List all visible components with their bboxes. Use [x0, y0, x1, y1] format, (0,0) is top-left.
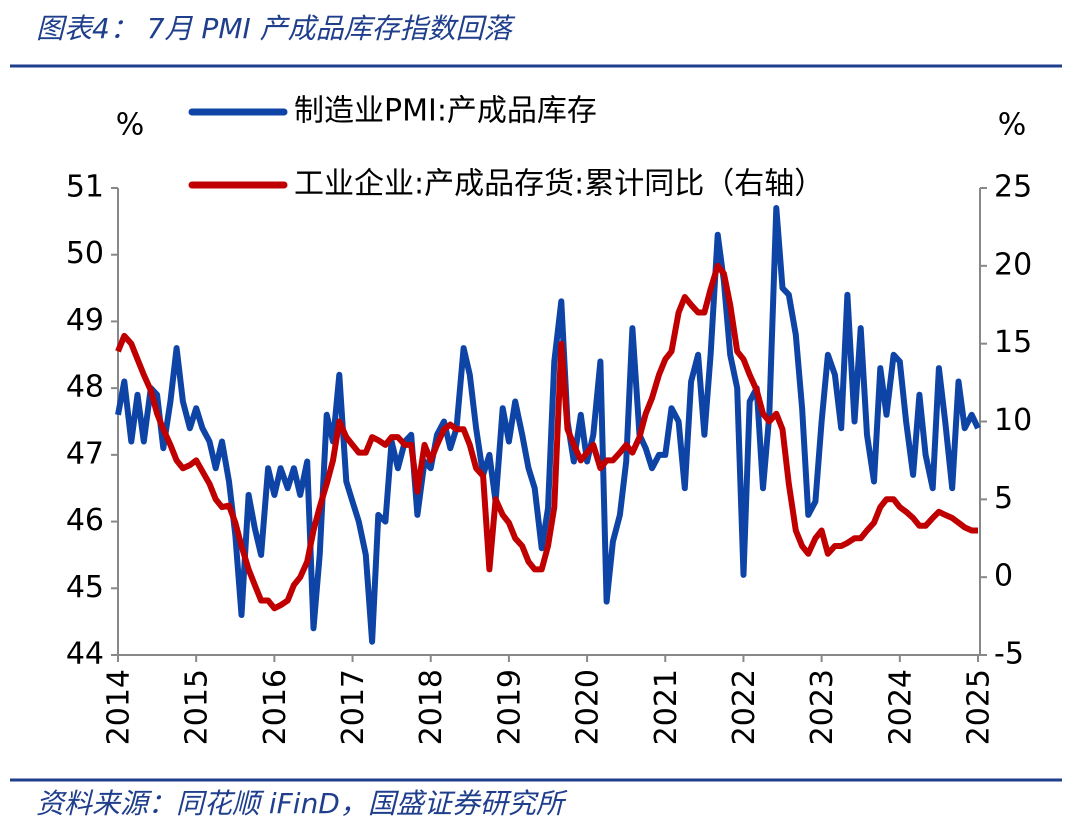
y2-tick-label: 10: [994, 403, 1032, 438]
x-tick-label: 2014: [102, 669, 137, 745]
series-line: [115, 205, 981, 645]
y2-tick-label: 15: [994, 325, 1032, 360]
y-tick-label: 49: [66, 303, 104, 338]
x-tick-label: 2023: [805, 669, 840, 745]
legend-label: 工业企业:产成品存货:累计同比（右轴）: [294, 167, 824, 202]
y2-axis-label: %: [998, 108, 1027, 143]
y2-tick-label: 0: [994, 559, 1013, 594]
x-tick-label: 2022: [727, 669, 762, 745]
y-tick-label: 44: [66, 637, 104, 672]
y-tick-label: 47: [66, 436, 104, 471]
series-line: [115, 262, 978, 612]
chart-title: 图表4： 7月 PMI 产成品库存指数回落: [36, 12, 516, 45]
y2-tick-label: 25: [994, 170, 1032, 205]
x-tick-label: 2024: [883, 669, 918, 745]
y2-tick-label: 5: [994, 481, 1013, 516]
y2-tick-label: 20: [994, 247, 1032, 282]
x-tick-label: 2018: [414, 669, 449, 745]
x-tick-label: 2015: [180, 669, 215, 745]
x-tick-label: 2021: [649, 669, 684, 745]
x-tick-label: 2017: [336, 669, 371, 745]
y-tick-label: 46: [66, 503, 104, 538]
x-tick-label: 2020: [571, 669, 606, 745]
x-tick-label: 2019: [492, 669, 527, 745]
y-tick-label: 48: [66, 370, 104, 405]
y-tick-label: 50: [66, 236, 104, 271]
y-tick-label: 45: [66, 570, 104, 605]
y-axis-label: %: [116, 108, 145, 143]
y2-tick-label: -5: [994, 637, 1024, 672]
source-note: 资料来源：同花顺 iFinD，国盛证券研究所: [36, 787, 568, 820]
x-tick-label: 2016: [258, 669, 293, 745]
x-tick-label: 2025: [962, 669, 997, 745]
y-tick-label: 51: [66, 170, 104, 205]
legend-label: 制造业PMI:产成品库存: [294, 94, 597, 129]
